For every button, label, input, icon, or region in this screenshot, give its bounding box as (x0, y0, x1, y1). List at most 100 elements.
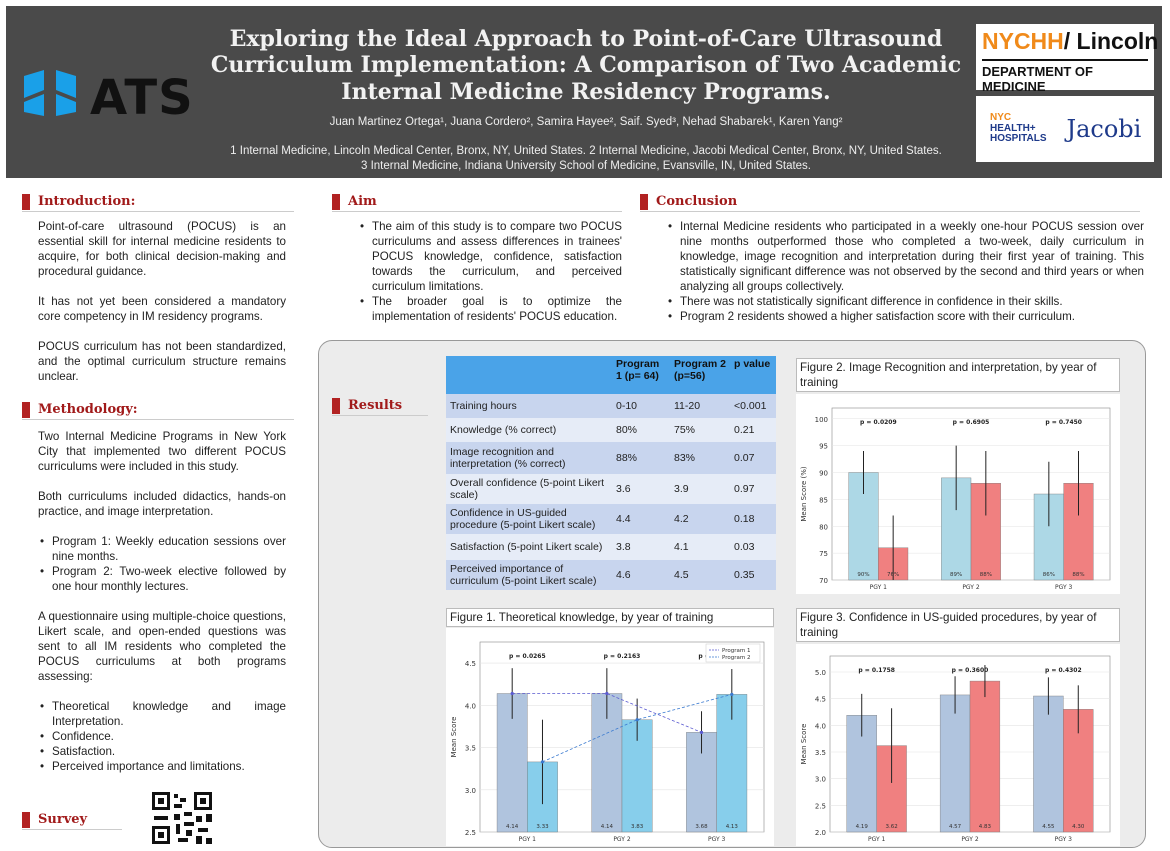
table-cell: 4.5 (670, 560, 730, 590)
table-cell: 0.21 (730, 418, 776, 442)
nychh-text: NYCHH (982, 28, 1064, 54)
table-cell: 4.1 (670, 534, 730, 560)
ats-lungs-icon (24, 70, 76, 116)
y-tick-label: 80 (819, 523, 828, 531)
lincoln-text: / Lincoln (1063, 28, 1159, 54)
table-cell: 3.8 (612, 534, 670, 560)
y-axis-label: Mean Score (450, 717, 458, 758)
program-list: Program 1: Weekly education sessions ove… (38, 534, 286, 594)
figure-1-title: Figure 1. Theoretical knowledge, by year… (446, 608, 774, 627)
data-label: 86% (1043, 572, 1055, 578)
table-header: Program 2 (p=56) (670, 356, 730, 394)
survey-heading: Survey (22, 810, 122, 830)
results-table: Program 1 (p= 64) Program 2 (p=56) p val… (446, 356, 776, 590)
data-label: 89% (950, 572, 962, 578)
bar (969, 680, 1001, 833)
data-label: 4.30 (1072, 824, 1085, 830)
data-label: 88% (1072, 572, 1084, 578)
data-label: 3.33 (536, 824, 549, 830)
jacobi-text: Jacobi (1066, 115, 1142, 143)
authors: Juan Martinez Ortega¹, Juana Cordero², S… (329, 116, 843, 128)
x-tick-label: PGY 1 (519, 836, 537, 843)
aim-text: The aim of this study is to compare two … (358, 219, 622, 324)
hh-nyc: NYC (990, 112, 1012, 124)
table-cell: Confidence in US-guided procedure (5-poi… (446, 504, 612, 534)
table-row: Perceived importance of curriculum (5-po… (446, 560, 776, 590)
legend-label: Program 1 (722, 648, 750, 654)
table-cell: 0.03 (730, 534, 776, 560)
aim-list: The aim of this study is to compare two … (358, 219, 622, 324)
intro-paragraph-1: Point-of-care ultrasound (POCUS) is an e… (38, 220, 286, 278)
table-cell: 0.35 (730, 560, 776, 590)
poster-title: Exploring the Ideal Approach to Point-of… (210, 26, 962, 105)
conclusion-heading-label: Conclusion (656, 194, 738, 209)
hh-hospitals: HOSPITALS (990, 133, 1047, 145)
intro-paragraph-2: It has not yet been considered a mandato… (38, 295, 286, 323)
survey-heading-label: Survey (38, 812, 88, 827)
y-tick-label: 4.5 (815, 696, 826, 704)
table-cell: 4.4 (612, 504, 670, 534)
y-tick-label: 3.5 (815, 749, 826, 757)
x-tick-label: PGY 3 (708, 836, 726, 843)
y-tick-label: 90 (819, 470, 828, 478)
figure-3-title: Figure 3. Confidence in US-guided proced… (796, 608, 1120, 642)
series-line (512, 693, 702, 733)
ats-wordmark: ATS (90, 70, 194, 126)
introduction-heading: Introduction: (22, 192, 294, 212)
y-axis-label: Mean Score (800, 724, 808, 765)
table-row: Knowledge (% correct) 80% 75% 0.21 (446, 418, 776, 442)
table-cell: 11-20 (670, 394, 730, 418)
x-tick-label: PGY 2 (613, 836, 631, 843)
survey-qr-code[interactable] (146, 788, 218, 848)
hh-health: HEALTH+ (990, 122, 1036, 134)
y-tick-label: 3.5 (465, 745, 476, 753)
poster-header: ATS Exploring the Ideal Approach to Poin… (6, 6, 1162, 178)
x-tick-label: PGY 3 (1055, 836, 1073, 843)
table-cell: Knowledge (% correct) (446, 418, 612, 442)
p-value-label: p = 0.0265 (509, 653, 546, 660)
intro-paragraph-3: POCUS curriculum has not been standardiz… (38, 340, 286, 383)
y-tick-label: 100 (815, 416, 828, 424)
table-cell: 4.2 (670, 504, 730, 534)
figure-2-chart: 70 75 80 85 90 95 100 Mean Score (%) 90% 76% PGY 1… (800, 407, 1111, 591)
table-cell: Image recognition and interpretation (% … (446, 442, 612, 474)
y-tick-label: 4.0 (465, 702, 476, 710)
list-item: Theoretical knowledge and image Interpre… (38, 699, 286, 729)
figure-1: 2.5 3.0 3.5 4.0 4.5 Mean Score 4.14 3.33 PGY 1 p … (446, 628, 774, 846)
heading-marker (640, 193, 648, 210)
data-label: 3.83 (631, 824, 644, 830)
heading-marker (332, 193, 340, 210)
heading-marker (22, 401, 30, 418)
table-cell: 83% (670, 442, 730, 474)
y-tick-label: 4.0 (815, 722, 826, 730)
affiliation-line-2: 3 Internal Medicine, Indiana University … (361, 159, 811, 172)
data-label: 3.62 (885, 824, 897, 830)
methodology-heading: Methodology: (22, 400, 294, 420)
table-cell: 75% (670, 418, 730, 442)
bar (939, 694, 971, 833)
table-cell: 0.18 (730, 504, 776, 534)
figure-3-chart: 2.0 2.5 3.0 3.5 4.0 4.5 5.0 Mean Score 4.19 3.62 P… (800, 655, 1111, 843)
introduction-heading-label: Introduction: (38, 194, 136, 209)
y-tick-label: 2.5 (465, 829, 476, 837)
table-cell: <0.001 (730, 394, 776, 418)
figure-2-title: Figure 2. Image Recognition and interpre… (796, 358, 1120, 392)
p-value-label: p = 0.7450 (1045, 419, 1082, 426)
table-cell: 0-10 (612, 394, 670, 418)
table-header: Program 1 (p= 64) (612, 356, 670, 394)
table-cell: 88% (612, 442, 670, 474)
data-label: 4.14 (506, 824, 519, 830)
table-row: Confidence in US-guided procedure (5-poi… (446, 504, 776, 534)
list-item: Confidence. (38, 729, 286, 744)
series-point (699, 730, 704, 734)
figure-1-chart: 2.5 3.0 3.5 4.0 4.5 Mean Score 4.14 3.33 PGY 1 p … (450, 641, 765, 843)
jacobi-logo: NYC HEALTH+ HOSPITALS Jacobi (976, 96, 1154, 162)
y-tick-label: 5.0 (815, 669, 826, 677)
x-tick-label: PGY 1 (870, 584, 888, 591)
y-tick-label: 3.0 (465, 787, 476, 795)
y-tick-label: 70 (819, 577, 828, 585)
aim-heading-label: Aim (348, 194, 377, 209)
list-item: Internal Medicine residents who particip… (666, 219, 1144, 294)
y-tick-label: 75 (819, 550, 828, 558)
x-tick-label: PGY 2 (962, 584, 980, 591)
